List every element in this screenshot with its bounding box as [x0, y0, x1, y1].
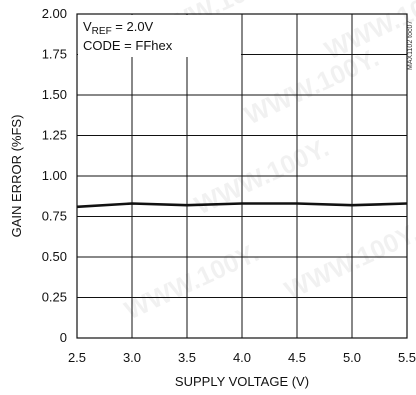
- x-axis-label: SUPPLY VOLTAGE (V): [175, 374, 309, 389]
- y-tick-label: 0: [60, 330, 67, 345]
- code-annotation: CODE = FFhex: [83, 38, 173, 53]
- grid-lines: [77, 14, 407, 338]
- y-tick-label: 2.00: [42, 6, 67, 21]
- x-tick-label: 5.5: [398, 350, 416, 365]
- annotation-background: [78, 15, 241, 57]
- y-tick-label: 1.00: [42, 168, 67, 183]
- x-tick-label: 4.0: [233, 350, 251, 365]
- x-tick-label: 2.5: [68, 350, 86, 365]
- y-tick-label: 1.50: [42, 87, 67, 102]
- y-tick-label: 1.25: [42, 128, 67, 143]
- y-tick-label: 1.75: [42, 47, 67, 62]
- y-axis-label: GAIN ERROR (%FS): [9, 115, 24, 238]
- vref-value: = 2.0V: [112, 19, 154, 34]
- x-tick-label: 5.0: [343, 350, 361, 365]
- watermark-text: WWW.100Y.: [280, 217, 416, 305]
- annotation-box: VREF = 2.0V CODE = FFhex: [78, 15, 241, 57]
- y-tick-label: 0.75: [42, 209, 67, 224]
- vref-main: V: [83, 19, 92, 34]
- y-tick-label: 0.25: [42, 290, 67, 305]
- y-tick-labels: 0 0.25 0.50 0.75 1.00 1.25 1.50 1.75 2.00: [42, 6, 67, 345]
- y-tick-label: 0.50: [42, 249, 67, 264]
- figure-id-label: MAX1102 toc07: [407, 21, 414, 70]
- x-tick-label: 4.5: [288, 350, 306, 365]
- x-tick-labels: 2.5 3.0 3.5 4.0 4.5 5.0 5.5: [68, 350, 416, 365]
- plot-frame: [76, 13, 408, 339]
- vref-annotation: VREF = 2.0V: [83, 19, 154, 37]
- vref-subscript: REF: [92, 26, 112, 37]
- x-tick-label: 3.5: [178, 350, 196, 365]
- x-tick-label: 3.0: [123, 350, 141, 365]
- series-layer: [76, 202, 408, 209]
- watermark-text: WWW.100Y.: [240, 42, 384, 130]
- series-line: [76, 202, 408, 209]
